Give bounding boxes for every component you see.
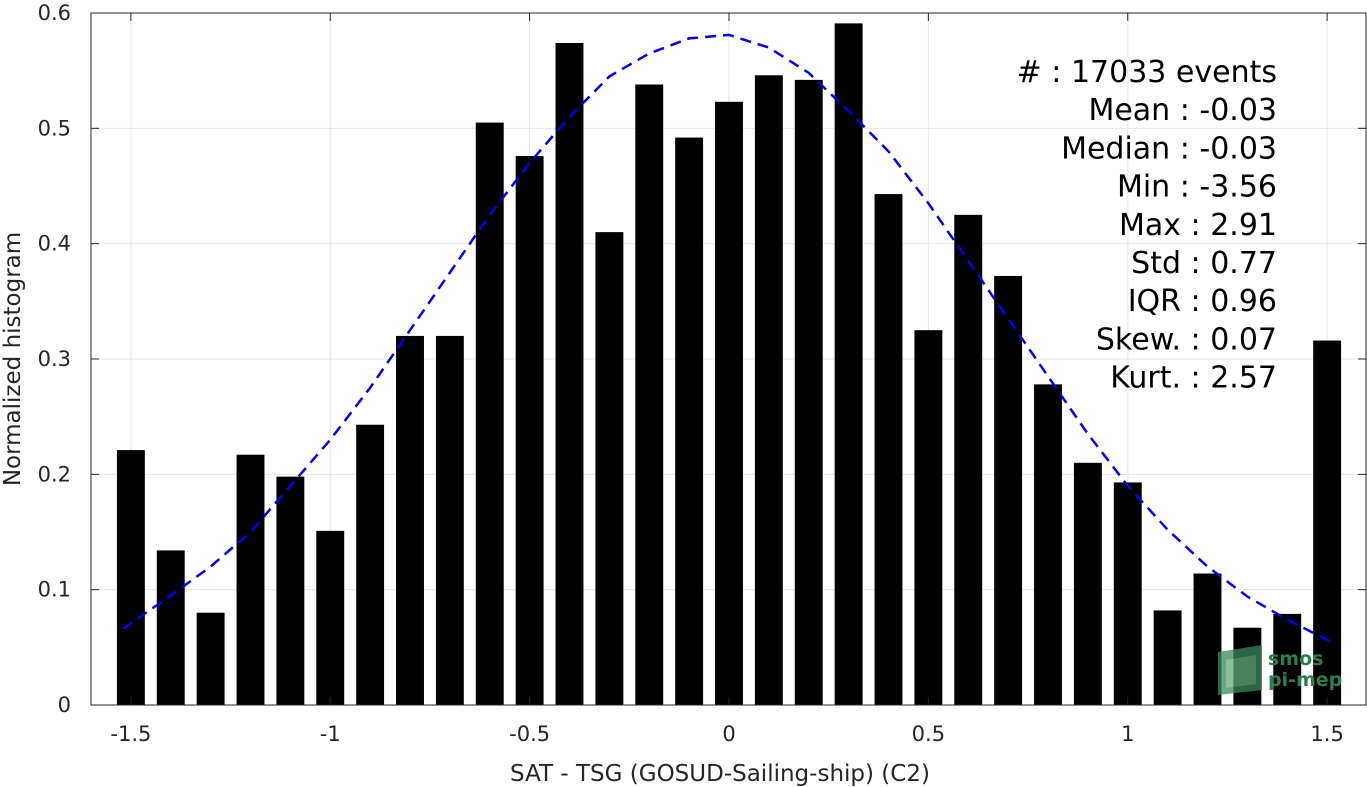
x-axis-title: SAT - TSG (GOSUD-Sailing-ship) (C2) [510,761,930,787]
stat-line-3: Min : -3.56 [1117,170,1277,205]
bar-29 [1273,613,1302,705]
bar-17 [794,79,823,706]
bar-4 [276,476,305,705]
stat-line-7: Skew. : 0.07 [1096,322,1277,357]
bar-3 [236,454,265,705]
x-tick-label-4: 0.5 [912,722,945,746]
y-tick-label-1: 0.1 [38,578,71,602]
y-axis-title: Normalized histogram [0,232,26,486]
x-tick-label-3: 0 [722,722,735,746]
stat-line-8: Kurt. : 2.57 [1110,361,1277,396]
bar-8 [435,335,464,705]
stat-line-6: IQR : 0.96 [1128,284,1277,319]
x-tick-label-0: -1.5 [110,722,151,746]
bar-26 [1153,610,1182,705]
bar-20 [914,330,943,705]
y-tick-label-4: 0.4 [38,232,71,256]
smos-pi-mep-logo: smos pi-mep [1218,645,1342,695]
logo-line-2: pi-mep [1268,669,1342,691]
bar-21 [954,214,983,706]
y-tick-label-0: 0 [58,693,71,717]
bar-1 [156,550,185,705]
bar-19 [874,194,903,705]
axes [90,12,1367,706]
bar-5 [316,530,345,705]
tick-labels: -1.5 -1 -0.5 0 0.5 1 1.5 0 0.1 0.2 0.3 0.4 0.5 0.6 [38,1,1344,746]
bar-22 [994,275,1023,705]
bar-23 [1034,384,1062,705]
x-tick-label-1: -1 [320,722,341,746]
bar-10 [515,156,544,706]
stat-line-2: Median : -0.03 [1061,131,1277,166]
stat-line-1: Mean : -0.03 [1088,93,1277,128]
y-tick-label-5: 0.5 [38,116,71,140]
bar-9 [475,122,504,706]
x-tick-label-6: 1.5 [1310,722,1343,746]
normal-fit-curve [122,33,1336,646]
bar-18 [834,23,863,705]
bar-24 [1073,462,1102,705]
bar-25 [1113,482,1142,705]
fit-curve-line [122,33,1336,646]
bar-2 [196,612,225,705]
x-tick-label-5: 1 [1121,722,1134,746]
bar-12 [595,232,624,705]
stat-line-5: Std : 0.77 [1131,246,1277,281]
bar-7 [396,335,424,705]
y-tick-label-6: 0.6 [38,1,71,25]
logo-line-1: smos [1268,648,1323,670]
bar-6 [356,424,385,705]
bar-30 [1313,340,1342,705]
bar-27 [1193,573,1222,705]
x-tick-label-2: -0.5 [509,722,550,746]
bar-0 [116,450,145,705]
logo-mark [1218,645,1262,695]
stat-line-4: Max : 2.91 [1119,208,1277,243]
y-tick-label-3: 0.3 [38,347,71,371]
y-tick-label-2: 0.2 [38,462,71,486]
bar-13 [635,84,664,706]
bar-14 [675,137,704,705]
stat-line-0: # : 17033 events [1017,55,1277,90]
bars [116,23,1342,706]
bar-15 [715,101,743,706]
bar-16 [754,75,783,705]
bar-11 [555,42,584,705]
